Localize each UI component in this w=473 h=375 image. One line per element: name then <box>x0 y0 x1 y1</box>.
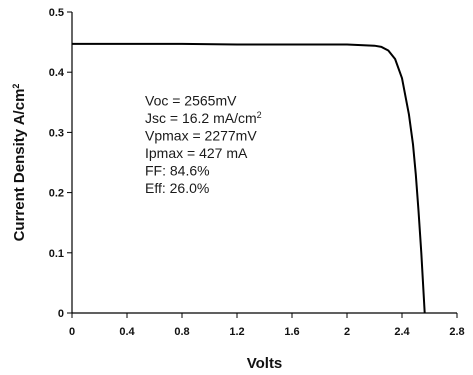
y-tick-labels: 0 0.1 0.2 0.3 0.4 0.5 <box>49 7 65 320</box>
x-tick-labels: 0 0.4 0.8 1.2 1.6 2 2.4 2.8 <box>69 326 465 338</box>
annotation-main: Voc = 2565mV <box>145 92 237 108</box>
annotation-text: Jsc = 16.2 mA/cm2 <box>145 110 262 126</box>
y-axis-title-text: Current Density A/cm <box>11 89 28 242</box>
annotation-main: Eff: 26.0% <box>145 180 209 196</box>
y-tick-label: 0 <box>58 308 64 320</box>
x-tick-label: 2.4 <box>394 326 410 338</box>
y-axis-title: Current Density A/cm2 <box>11 84 28 242</box>
annotation-text: Vpmax = 2277mV <box>145 127 257 143</box>
annotation-main: Jsc = 16.2 mA/cm <box>145 110 257 126</box>
axes <box>71 12 457 314</box>
y-tick-label: 0.4 <box>49 67 65 79</box>
tick-marks <box>67 11 458 318</box>
series-group <box>72 42 426 314</box>
x-tick-label: 2 <box>344 326 350 338</box>
x-tick-label: 0.8 <box>174 326 189 338</box>
x-tick-label: 2.8 <box>449 326 464 338</box>
y-tick-label: 0.1 <box>49 248 64 260</box>
y-tick-label: 0.3 <box>49 127 64 139</box>
annotation-main: Ipmax = 427 mA <box>145 145 248 161</box>
y-axis-title-superscript: 2 <box>11 84 21 89</box>
annotation-main: FF: 84.6% <box>145 162 210 178</box>
annotation-superscript: 2 <box>257 110 262 120</box>
x-tick-label: 0 <box>69 326 75 338</box>
annotation-text: Eff: 26.0% <box>145 180 209 196</box>
y-tick-label: 0.2 <box>49 188 64 200</box>
annotation-text: Ipmax = 427 mA <box>145 145 248 161</box>
y-tick-label: 0.5 <box>49 7 64 19</box>
annotation-text: Voc = 2565mV <box>145 92 237 108</box>
x-tick-label: 1.6 <box>284 326 299 338</box>
x-tick-label: 1.2 <box>229 326 244 338</box>
x-tick-label: 0.4 <box>119 326 135 338</box>
annotation-main: Vpmax = 2277mV <box>145 127 257 143</box>
x-axis-title: Volts <box>247 355 283 372</box>
iv-curve-line <box>72 42 426 314</box>
annotation-text: FF: 84.6% <box>145 162 210 178</box>
